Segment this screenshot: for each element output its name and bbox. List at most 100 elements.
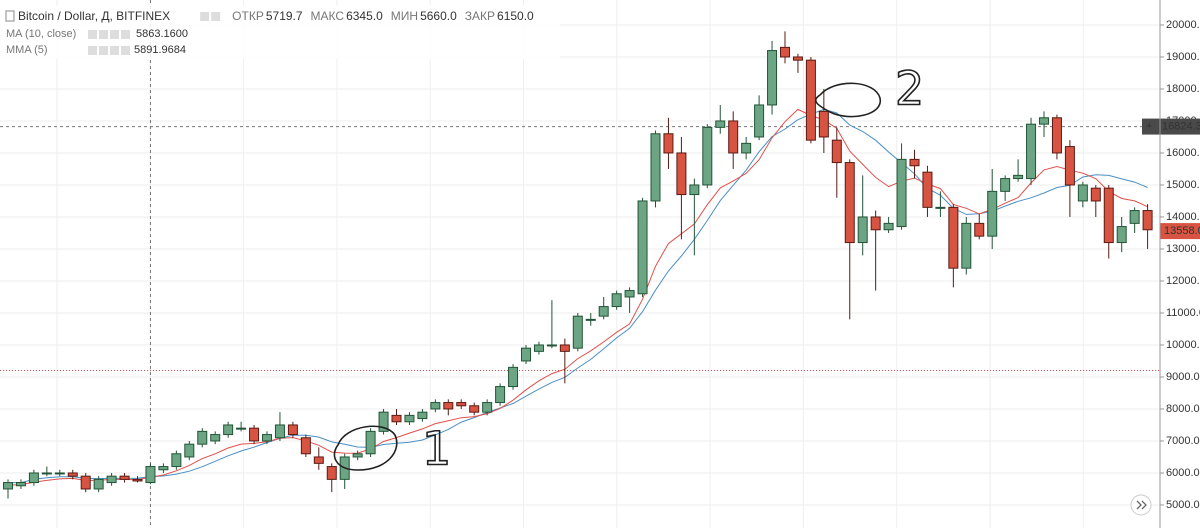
candle-body [1077,184,1088,202]
y-tick-label: 8000.0 [1166,403,1200,415]
last-price-box [1160,223,1200,240]
candle-body [1090,187,1101,202]
crosshair-price-label: 16824.3 [1162,120,1200,132]
candle-body [857,216,868,244]
candle-body [533,344,544,352]
y-tick-label: 9000.0 [1166,371,1200,383]
legend-button[interactable] [211,12,221,21]
candle-body [1026,123,1037,180]
series-name: MMA (5) [6,44,48,56]
hand-circle [333,425,398,471]
chart-title: Bitcoin / Dollar, Д, BITFINEX [18,9,170,23]
legend-button[interactable] [99,30,108,39]
candle-body [521,347,531,362]
candle-body [792,56,803,61]
symbol-icon [5,10,15,22]
scroll-button[interactable] [1130,494,1152,516]
candle-body [171,453,182,468]
candle-body [598,306,609,317]
candle-body [469,405,480,413]
y-tick-label: 15000.0 [1166,179,1200,191]
legend-button[interactable] [88,30,97,39]
legend-button[interactable] [99,46,108,55]
hand-circle [814,82,881,118]
last-price-label: 13558.0 [1164,225,1200,237]
candle-body [482,402,493,413]
candle-body [974,222,985,237]
candle-body [378,411,389,432]
candle-body [572,315,583,349]
candle-body [197,430,208,445]
candle-body [754,104,765,138]
candle-body [1039,117,1049,125]
candle-body [1013,174,1024,180]
candle-body [456,402,467,407]
candle-body [404,414,415,423]
legend-button[interactable] [88,46,97,55]
legend-button[interactable] [110,30,119,39]
candle-body [935,206,946,209]
candle-body [909,158,920,167]
candle-body [132,478,143,482]
y-tick-label: 7000.0 [1166,435,1200,447]
candle-body [702,126,713,186]
candle-body [313,456,324,464]
y-tick-label: 16000.0 [1166,147,1200,159]
candle-body [158,466,169,471]
legend-button[interactable] [110,46,119,55]
candle-body [28,472,39,484]
readout-value: 5719.7 [266,9,303,23]
candle-body [300,437,311,455]
legend-button[interactable] [121,46,130,55]
candle-body [223,424,234,436]
candle-body [184,443,195,458]
candle-body [818,110,829,138]
candle-body [508,366,519,388]
candle-body [741,142,752,154]
candle-body [495,386,506,404]
candle-body [1129,210,1140,224]
y-tick-label: 10000.0 [1166,339,1200,351]
candle-body [106,475,117,484]
candle-body [780,46,790,58]
legend-button[interactable] [200,12,210,21]
readout-name: МАКС [311,9,345,23]
readout-value: 6150.0 [497,9,534,23]
y-tick-label: 5000.0 [1166,499,1200,511]
series-readout: 5863.1600 [136,28,188,40]
candle-body [326,466,337,480]
y-tick-label: 6000.0 [1166,467,1200,479]
readout-name: ОТКР [232,9,264,23]
candle-body [805,59,816,141]
candle-body [1064,146,1075,186]
candle-body [689,184,700,196]
y-tick-label: 13000.0 [1166,243,1200,255]
y-tick-label: 18000.0 [1166,83,1200,95]
candle-body [67,472,78,477]
candle-body [767,50,778,106]
crosshair-price-box [1142,118,1200,135]
candle-body [443,402,454,410]
candle-body [559,344,570,352]
candle-body [961,222,972,269]
candle-body [391,414,402,423]
candle-body [870,216,881,231]
candle-body [922,171,933,208]
y-tick-label: 12000.0 [1166,275,1200,287]
candle-body [844,162,855,244]
candle-body [417,411,428,420]
candle-body [236,427,247,430]
candle-body [249,427,260,442]
candle-body [3,482,13,490]
candle-body [119,475,130,480]
candle-body [80,475,91,490]
readout-value: 5660.0 [420,9,457,23]
candle-body [987,190,998,237]
candle-body [274,424,285,439]
candle-body [883,222,894,231]
candle-body [637,200,648,295]
legend-button[interactable] [121,30,130,39]
y-tick-label: 11000.0 [1166,307,1200,319]
y-tick-label: 19000.0 [1166,51,1200,63]
